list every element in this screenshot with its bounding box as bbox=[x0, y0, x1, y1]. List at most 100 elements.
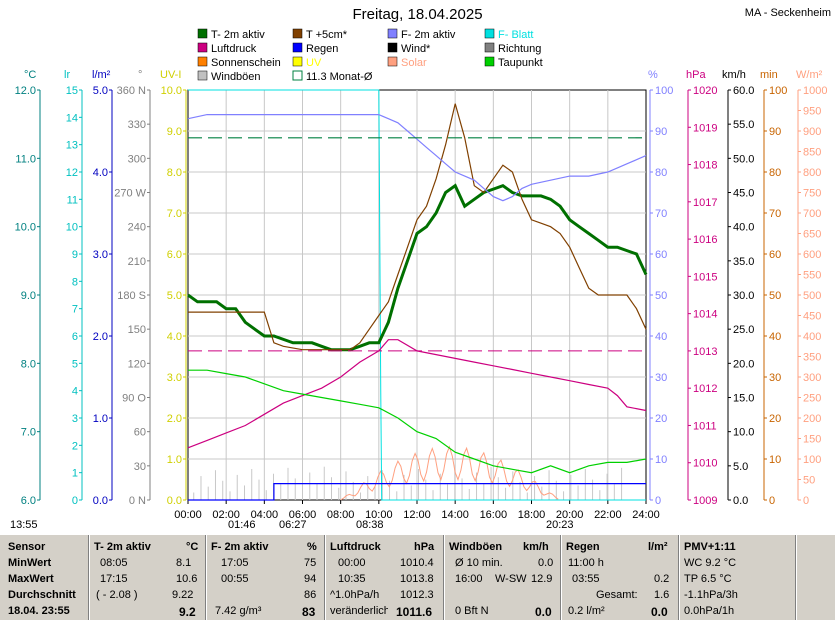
legend-label: Solar bbox=[401, 57, 427, 69]
rain-unit: l/m² bbox=[648, 541, 668, 553]
press-min: 1010.4 bbox=[400, 557, 434, 569]
x-tick-label: 24:00 bbox=[632, 509, 660, 521]
temp-axis-label: 7.0 bbox=[21, 427, 36, 439]
hum-header: F- 2m aktiv bbox=[211, 541, 269, 553]
dir-axis-label: 120 bbox=[128, 358, 146, 370]
hum-axis-label: 80 bbox=[655, 167, 667, 179]
x-tick-label: 22:00 bbox=[594, 509, 622, 521]
wind-axis-label: 0.0 bbox=[733, 495, 748, 507]
uv-axis-label: 7.0 bbox=[167, 208, 182, 220]
max-row-label: MaxWert bbox=[8, 573, 54, 585]
solar-axis-label: 1000 bbox=[803, 85, 827, 97]
dir-axis-label: 240 bbox=[128, 222, 146, 234]
dir-axis-label: 270 W bbox=[114, 188, 146, 200]
stats-col-wind: Windböen km/h Ø 10 min. 0.0 16:00 W-SW 1… bbox=[445, 535, 560, 620]
solar-axis-label: 50 bbox=[803, 475, 815, 487]
hum-axis-label: 70 bbox=[655, 208, 667, 220]
series-taupunkt bbox=[188, 369, 647, 474]
hum-min-time: 17:05 bbox=[221, 557, 249, 569]
rain-axis-label: 5.0 bbox=[93, 85, 108, 97]
legend-swatch bbox=[387, 42, 398, 53]
legend-label: Windböen bbox=[211, 71, 261, 83]
solar-axis-label: 400 bbox=[803, 331, 821, 343]
press-axis-label: 1011 bbox=[693, 420, 717, 432]
rain-axis-label: 1.0 bbox=[93, 413, 108, 425]
min-axis-label: 40 bbox=[769, 331, 781, 343]
dir-axis-label: 30 bbox=[134, 461, 146, 473]
x-tick-label: 16:00 bbox=[480, 509, 508, 521]
hum-max: 94 bbox=[304, 573, 317, 585]
x-tick-label: 08:00 bbox=[327, 509, 355, 521]
min-axis-label: 90 bbox=[769, 126, 781, 138]
solar-axis-label: 250 bbox=[803, 393, 821, 405]
series-t-5cm- bbox=[188, 103, 647, 351]
legend-label: Luftdruck bbox=[211, 43, 257, 55]
wind-axis-label: 60.0 bbox=[733, 85, 754, 97]
dir-axis-unit: ° bbox=[138, 69, 142, 81]
legend-swatch bbox=[292, 70, 303, 81]
sunset-label: 20:23 bbox=[546, 519, 574, 531]
lr-axis-unit: lr bbox=[64, 69, 70, 81]
press-avg-note: ^1.0hPa/h bbox=[330, 589, 380, 601]
solar-axis-label: 200 bbox=[803, 413, 821, 425]
press-avg: 1012.3 bbox=[400, 589, 434, 601]
min-axis-label: 100 bbox=[769, 85, 787, 97]
lr-axis-label: 13 bbox=[66, 140, 78, 152]
legend-swatch bbox=[484, 56, 495, 67]
hum-max-time: 00:55 bbox=[221, 573, 249, 585]
rain-axis-unit: l/m² bbox=[92, 69, 111, 81]
legend-swatch bbox=[197, 56, 208, 67]
uv-axis-label: 8.0 bbox=[167, 167, 182, 179]
lr-axis-label: 3 bbox=[72, 413, 78, 425]
legend-swatch bbox=[292, 28, 303, 39]
temp-axis-label: 6.0 bbox=[21, 495, 36, 507]
press-axis-label: 1017 bbox=[693, 197, 717, 209]
press-max-time: 10:35 bbox=[338, 573, 366, 585]
temp-min: 8.1 bbox=[176, 557, 192, 569]
press-min-time: 00:00 bbox=[338, 557, 366, 569]
wind-axis-label: 55.0 bbox=[733, 119, 754, 131]
wind-max-time: 16:00 bbox=[455, 573, 483, 585]
press-axis-label: 1014 bbox=[693, 309, 717, 321]
solar-axis-label: 500 bbox=[803, 290, 821, 302]
legend-label: Sonnenschein bbox=[211, 57, 281, 69]
solar-axis-label: 150 bbox=[803, 434, 821, 446]
current-time-label: 13:55 bbox=[10, 519, 38, 531]
solar-axis-label: 300 bbox=[803, 372, 821, 384]
temp-axis-label: 8.0 bbox=[21, 358, 36, 370]
leaf-series bbox=[188, 89, 646, 501]
press-unit: hPa bbox=[414, 541, 435, 553]
series-regen bbox=[188, 483, 646, 501]
wind-unit: km/h bbox=[523, 541, 549, 553]
lr-axis-label: 12 bbox=[66, 167, 78, 179]
rain-header: Regen bbox=[566, 541, 600, 553]
min-axis-label: 80 bbox=[769, 167, 781, 179]
lr-axis-label: 11 bbox=[67, 194, 78, 206]
stats-col-press: Luftdruck hPa 00:00 1010.4 10:35 1013.8 … bbox=[326, 535, 443, 620]
legend-label: Taupunkt bbox=[498, 57, 543, 69]
dir-axis-label: 360 N bbox=[117, 85, 146, 97]
legend-swatch bbox=[197, 70, 208, 81]
x-tick-label: 00:00 bbox=[174, 509, 202, 521]
uv-axis-label: 10.0 bbox=[161, 85, 182, 97]
hum-unit: % bbox=[307, 541, 317, 553]
solar-axis-label: 600 bbox=[803, 249, 821, 261]
uv-axis-label: 4.0 bbox=[167, 331, 182, 343]
dir-axis-label: 60 bbox=[134, 427, 146, 439]
temp-axis-label: 9.0 bbox=[21, 290, 36, 302]
stats-col-rain: Regen l/m² 11:00 h 03:55 0.2 1.6 Gesamt:… bbox=[562, 535, 678, 620]
uv-axis-label: 3.0 bbox=[167, 372, 182, 384]
legend-label: T- 2m aktiv bbox=[211, 29, 265, 41]
legend-label: Regen bbox=[306, 43, 338, 55]
uv-axis-unit: UV-I bbox=[160, 69, 181, 81]
min-axis-label: 0 bbox=[769, 495, 775, 507]
stats-panel: Sensor MinWert MaxWert Durchschnitt 18.0… bbox=[0, 535, 835, 620]
press-trend: veränderlich bbox=[330, 605, 388, 617]
legend-label: F- 2m aktiv bbox=[401, 29, 456, 41]
legend-swatch bbox=[484, 42, 495, 53]
x-tick-label: 14:00 bbox=[441, 509, 469, 521]
solar-axis-label: 950 bbox=[803, 106, 821, 118]
wind-axis-label: 20.0 bbox=[733, 358, 754, 370]
temp-max-time: 17:15 bbox=[100, 573, 128, 585]
rain-axis-label: 3.0 bbox=[93, 249, 108, 261]
